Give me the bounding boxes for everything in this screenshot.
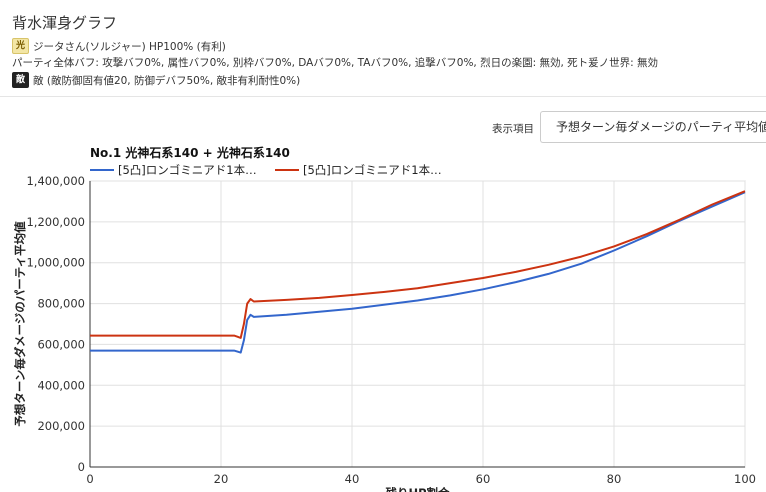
- series-line-2: [90, 190, 746, 339]
- x-tick-label: 80: [607, 472, 622, 486]
- plot-area: [89, 180, 746, 468]
- page-title: 背水渾身グラフ: [12, 14, 118, 32]
- y-tick-label: 0: [78, 460, 85, 474]
- y-tick-label: 1,000,000: [26, 256, 85, 270]
- chart-title: No.1 光神石系140 + 光神石系140: [90, 145, 290, 160]
- y-tick-label: 400,000: [37, 378, 85, 392]
- party-buffs-info: パーティ全体バフ: 攻撃バフ0%, 属性バフ0%, 別枠バフ0%, DAバフ0%…: [12, 55, 658, 70]
- display-item-select[interactable]: 予想ターン毎ダメージのパーティ平均値: [540, 111, 766, 143]
- y-tick-label: 800,000: [37, 297, 85, 311]
- y-tick-label: 200,000: [37, 419, 85, 433]
- x-tick-label: 20: [214, 472, 229, 486]
- enemy-line: 敵 (敵防御固有値20, 防御デバフ50%, 敵非有利耐性0%): [33, 74, 301, 87]
- x-tick-label: 40: [345, 472, 360, 486]
- y-tick-label: 1,200,000: [26, 215, 85, 229]
- series-line-1: [90, 191, 746, 354]
- character-info: 光 ジータさん(ソルジャー) HP100% (有利): [12, 38, 226, 54]
- legend-label-1: [5凸]ロンゴミニアド1本…: [118, 163, 257, 177]
- y-axis-label: 予想ターン毎ダメージのパーティ平均値: [13, 221, 27, 427]
- y-tick-label: 1,400,000: [26, 174, 85, 188]
- y-tick-label: 600,000: [37, 337, 85, 351]
- party-buffs-line: パーティ全体バフ: 攻撃バフ0%, 属性バフ0%, 別枠バフ0%, DAバフ0%…: [12, 57, 659, 69]
- display-item-label: 表示項目: [492, 123, 534, 135]
- character-line: ジータさん(ソルジャー) HP100% (有利): [33, 40, 226, 53]
- enemy-info: 敵 敵 (敵防御固有値20, 防御デバフ50%, 敵非有利耐性0%): [12, 72, 300, 88]
- x-tick-label: 0: [86, 472, 93, 486]
- light-element-badge: 光: [12, 38, 30, 54]
- header-divider: [0, 96, 766, 97]
- legend-label-2: [5凸]ロンゴミニアド1本…: [303, 163, 442, 177]
- x-axis-label: 残りHP割合: [385, 486, 450, 492]
- enemy-icon: 敵: [12, 72, 30, 88]
- x-tick-label: 100: [734, 472, 756, 486]
- x-tick-label: 60: [476, 472, 491, 486]
